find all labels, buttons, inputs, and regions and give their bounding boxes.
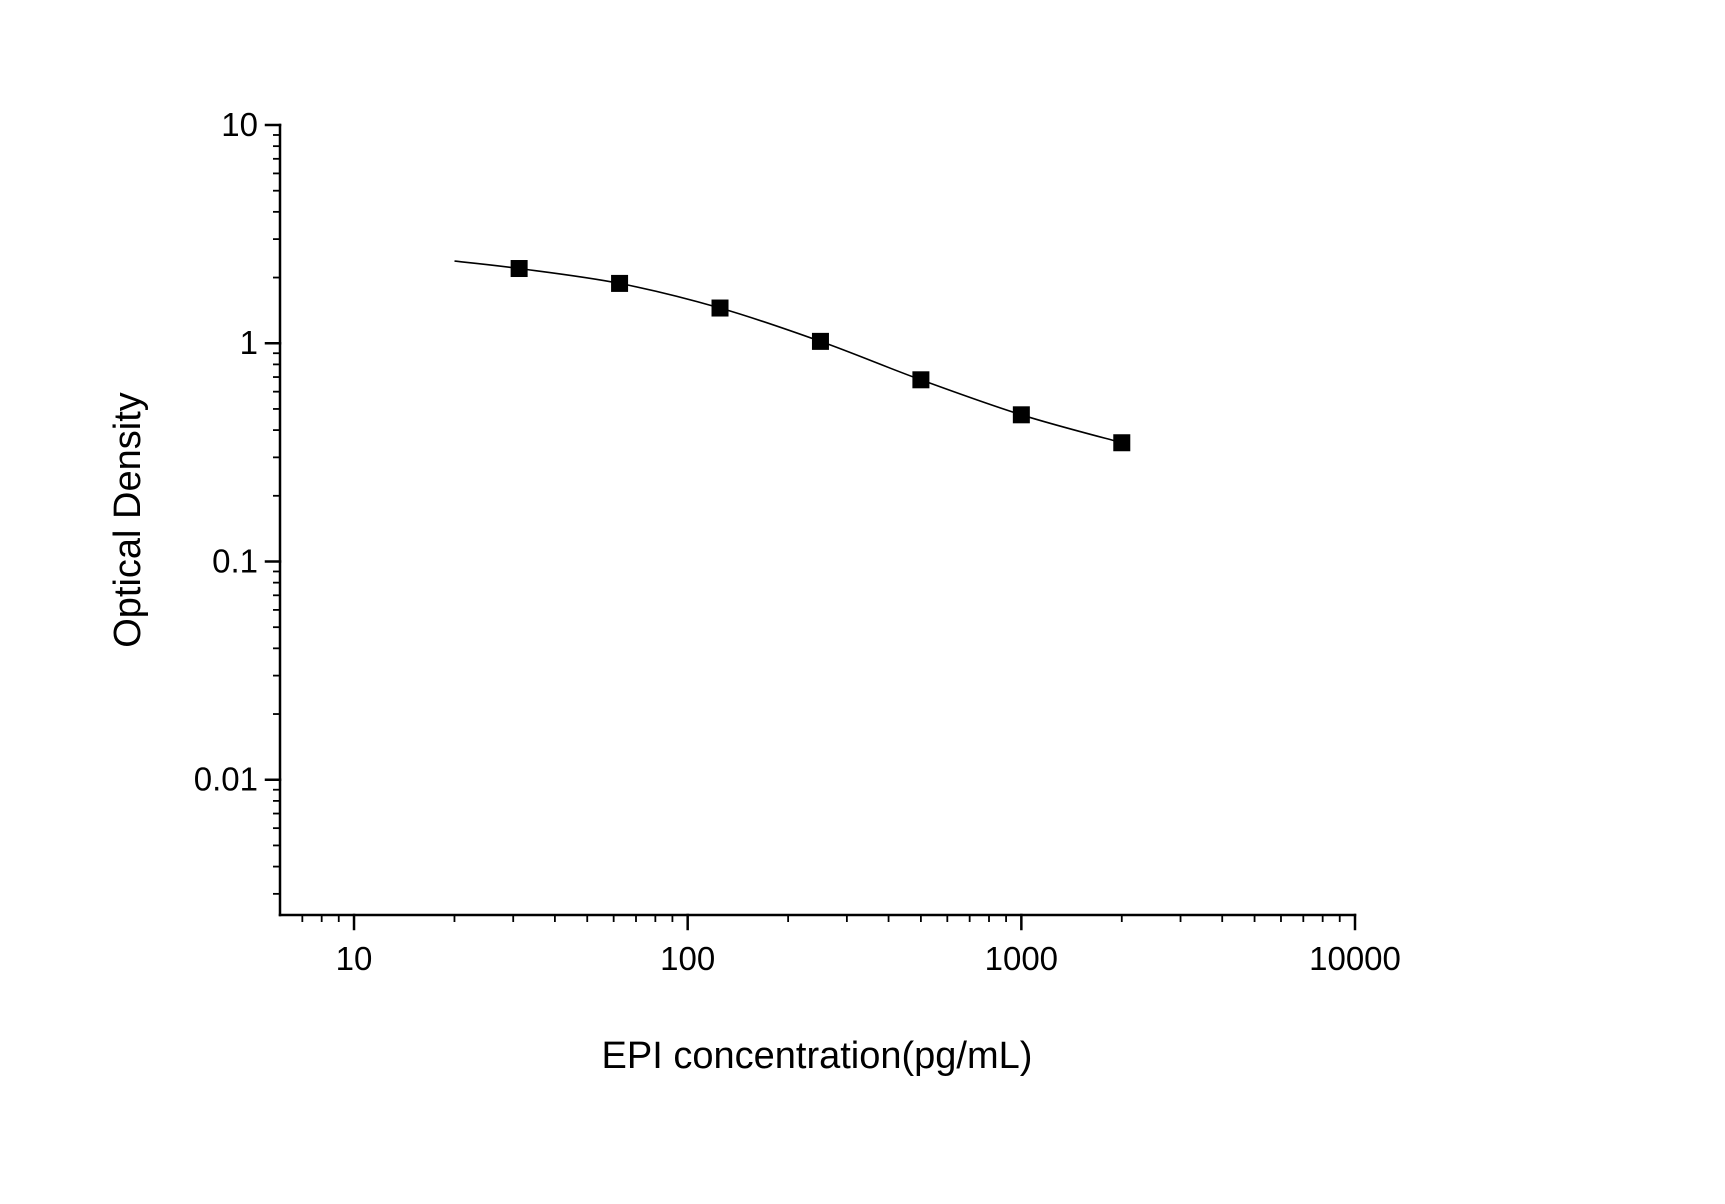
y-tick-label: 0.1: [212, 542, 258, 579]
data-point-marker: [912, 371, 930, 389]
y-tick-label: 10: [221, 106, 258, 143]
plot-area: 10 100 1000 10000 10 1 0.1 0.01: [194, 106, 1401, 977]
data-point-marker: [711, 299, 729, 317]
x-tick-label: 10000: [1309, 940, 1401, 977]
y-tick-label: 1: [240, 324, 258, 361]
x-tick-label: 1000: [985, 940, 1058, 977]
data-point-marker: [611, 274, 629, 292]
x-tick-label: 10: [336, 940, 373, 977]
data-point-marker: [1012, 406, 1030, 424]
y-tick-label: 0.01: [194, 761, 258, 798]
data-point-marker: [811, 332, 829, 350]
y-axis-title: Optical Density: [107, 392, 149, 648]
data-point-marker: [1113, 434, 1131, 452]
x-axis-title: EPI concentration(pg/mL): [602, 1035, 1033, 1077]
data-point-marker: [510, 260, 528, 278]
x-tick-label: 100: [660, 940, 715, 977]
